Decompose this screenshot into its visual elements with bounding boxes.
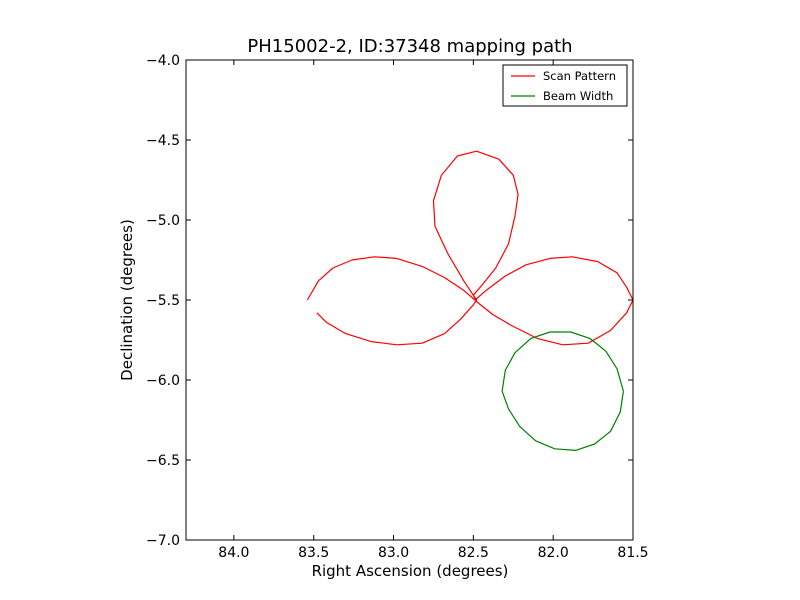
series-line-scan-pattern [306,150,633,346]
y-tick-label: −6.5 [146,453,180,469]
plot-area [186,60,633,540]
legend-label-scan-pattern: Scan Pattern [543,69,616,83]
x-tick-label: 83.5 [298,545,329,561]
x-tick-label: 82.0 [538,545,569,561]
series-layer [306,150,633,451]
y-tick-label: −5.5 [146,293,180,309]
y-tick-label: −5.0 [146,213,180,229]
series-line-beam-width [501,331,625,451]
legend-label-beam-width: Beam Width [543,89,613,103]
chart-title: PH15002-2, ID:37348 mapping path [247,36,572,57]
y-axis-label: Declination (degrees) [118,219,136,381]
x-tick-label: 84.0 [218,545,249,561]
y-tick-label: −7.0 [146,533,180,549]
legend: Scan Pattern Beam Width [502,64,628,107]
legend-box [502,64,628,107]
x-tick-label: 82.5 [458,545,489,561]
y-tick-label: −4.5 [146,133,180,149]
x-axis-label: Right Ascension (degrees) [312,562,509,580]
y-tick-label: −4.0 [146,53,180,69]
ticks-layer: 84.0 83.5 83.0 82.5 82.0 81.5 −4.0 −4.5 −5.0 −5.5… [146,53,649,561]
x-tick-label: 83.0 [378,545,409,561]
x-tick-label: 81.5 [617,545,648,561]
y-tick-label: −6.0 [146,373,180,389]
